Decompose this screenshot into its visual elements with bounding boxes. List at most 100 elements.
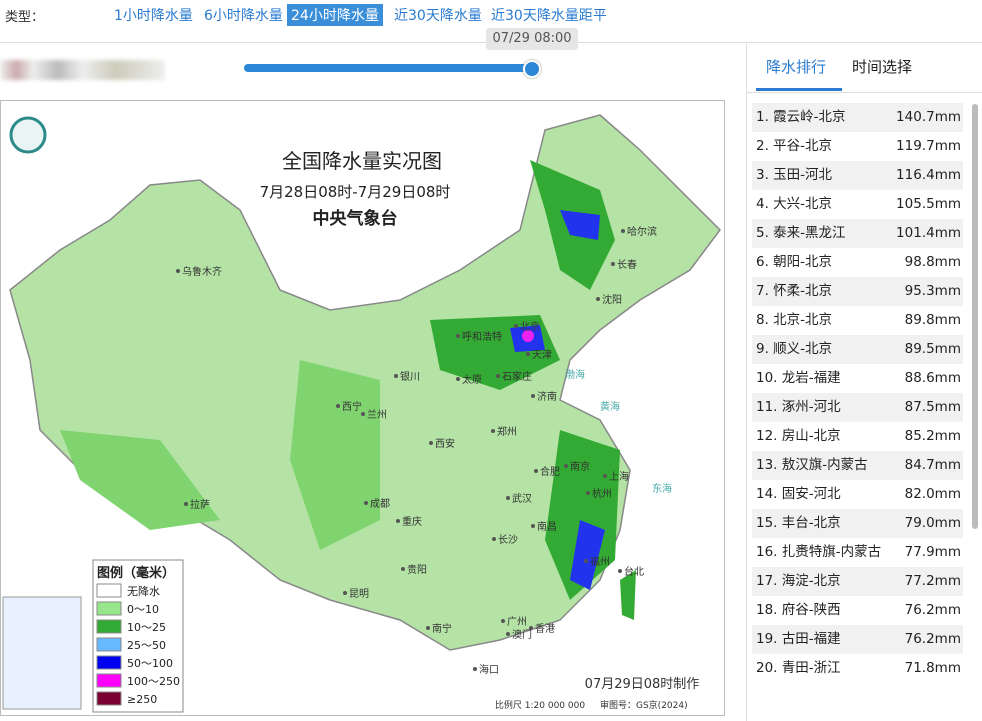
rainfall-value: 98.8mm [904,254,961,270]
legend-label: 10～25 [127,621,166,634]
station-name: 1. 霞云岭-北京 [756,109,846,125]
scrollbar[interactable] [972,104,978,529]
ranking-row: 17. 海淀-北京 77.2mm [752,567,963,596]
legend-swatch [96,691,122,706]
ranking-row: 19. 古田-福建 76.2mm [752,625,963,654]
city-dot [506,496,510,500]
station-name: 2. 平谷-北京 [756,138,833,154]
city-dot [343,591,347,595]
city-dot [618,569,622,573]
legend-swatch [96,601,122,616]
city-dot [603,474,607,478]
panel-tab[interactable]: 降水排行 [766,58,827,76]
ranking-row: 6. 朝阳-北京 98.8mm [752,248,963,277]
rainfall-value: 79.0mm [904,515,961,531]
tab-underline [756,88,842,91]
legend-swatch [96,673,122,688]
filter-tab[interactable]: 24小时降水量 [287,4,383,26]
station-name: 16. 扎赉特旗-内蒙古 [756,544,882,560]
city-dot [401,567,405,571]
map: 全国降水量实况图 7月28日08时-7月29日08时 中央气象台 图例（毫米） 无… [0,100,725,716]
city-label: 银川 [400,370,420,383]
city-label: 南京 [570,460,590,473]
city-dot [364,501,368,505]
legend-label: 25～50 [127,639,166,652]
city-label: 武汉 [512,492,532,505]
legend-swatch [96,637,122,652]
ranking-row: 7. 怀柔-北京 95.3mm [752,277,963,306]
city-dot [506,632,510,636]
map-review: 审图号：GS京(2024) [600,699,688,711]
station-name: 13. 敖汉旗-内蒙古 [756,457,868,473]
city-dot [514,324,518,328]
city-label: 哈尔滨 [627,225,657,238]
city-dot [336,404,340,408]
city-label: 长沙 [498,534,518,546]
filter-tab[interactable]: 6小时降水量 [204,8,283,24]
city-label: 西安 [435,437,455,450]
rainfall-value: 76.2mm [904,602,961,618]
filter-tab[interactable]: 1小时降水量 [114,8,193,24]
city-dot [456,334,460,338]
ranking-row: 13. 敖汉旗-内蒙古 84.7mm [752,451,963,480]
slider-tooltip: 07/29 08:00 [486,28,578,50]
rainfall-value: 76.2mm [904,631,961,647]
city-dot [531,524,535,528]
station-name: 18. 府谷-陕西 [756,602,841,618]
station-name: 17. 海淀-北京 [756,573,841,589]
city-dot [584,559,588,563]
rainfall-value: 77.2mm [904,573,961,589]
filter-tab[interactable]: 近30天降水量距平 [491,8,607,24]
rainfall-value: 119.7mm [896,138,961,154]
city-dot [176,269,180,273]
legend-title: 图例（毫米） [97,565,175,581]
city-dot [394,374,398,378]
legend-label: 0～10 [127,603,159,616]
city-dot [586,491,590,495]
city-label: 西宁 [342,400,362,413]
ranking-row: 8. 北京-北京 89.8mm [752,306,963,335]
rainfall-value: 95.3mm [904,283,961,299]
city-dot [492,537,496,541]
ranking-row: 4. 大兴-北京 105.5mm [752,190,963,219]
ranking-row: 20. 青田-浙江 71.8mm [752,654,963,683]
slider-knob[interactable] [523,60,541,78]
map-agency: 中央气象台 [313,208,398,229]
ranking-row: 5. 泰来-黑龙江 101.4mm [752,219,963,248]
city-label: 呼和浩特 [462,331,502,343]
city-label: 沈阳 [602,293,622,306]
slider-track[interactable] [244,64,531,72]
panel-tab[interactable]: 时间选择 [852,58,913,76]
map-period: 7月28日08时-7月29日08时 [260,183,451,201]
ranking-row: 2. 平谷-北京 119.7mm [752,132,963,161]
legend-swatch [96,655,122,670]
ranking-row: 10. 龙岩-福建 88.6mm [752,364,963,393]
rainfall-value: 89.5mm [904,341,961,357]
city-dot [184,502,188,506]
ranking-row: 9. 顺义-北京 89.5mm [752,335,963,364]
filter-tab[interactable]: 近30天降水量 [394,8,482,24]
station-name: 20. 青田-浙江 [756,660,841,676]
legend-label: 50～100 [127,657,173,670]
ranking-row: 16. 扎赉特旗-内蒙古 77.9mm [752,538,963,567]
city-label: 南昌 [537,520,557,533]
legend-label: ≥250 [127,693,157,706]
city-label: 昆明 [349,588,369,600]
city-label: 香港 [535,623,555,635]
station-name: 11. 涿州-河北 [756,399,841,415]
rainfall-value: 85.2mm [904,428,961,444]
city-label: 天津 [532,349,552,361]
rainfall-value: 87.5mm [904,399,961,415]
blurred-strip [0,60,165,80]
city-dot [473,667,477,671]
station-name: 15. 丰台-北京 [756,515,841,531]
rainfall-value: 116.4mm [896,167,961,183]
ranking-row: 15. 丰台-北京 79.0mm [752,509,963,538]
side-panel [746,44,982,721]
legend-label: 无降水 [127,584,160,598]
city-dot [531,394,535,398]
city-label: 合肥 [540,465,560,478]
station-name: 3. 玉田-河北 [756,167,833,183]
sea-label: 黄海 [600,400,620,413]
